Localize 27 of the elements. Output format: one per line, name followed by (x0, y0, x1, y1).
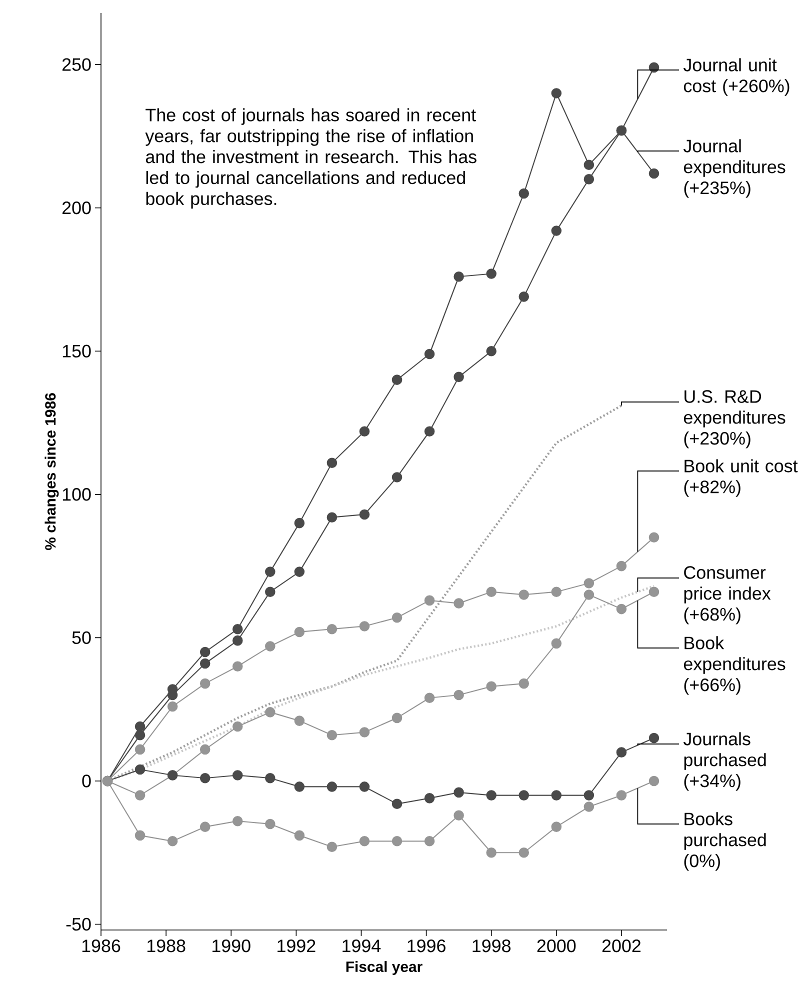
series-label: Journal expenditures (+235%) (683, 139, 786, 198)
x-tick-label: 1998 (472, 940, 511, 952)
y-tick-label: 50 (72, 631, 91, 644)
x-tick-label: 1994 (342, 940, 381, 952)
x-tick-label: 2002 (602, 940, 641, 952)
series-label: Journals purchased (+34%) (683, 732, 766, 791)
y-tick-label: 250 (62, 58, 91, 71)
series-label: Journal unit cost (+260%) (683, 58, 790, 96)
x-tick-label: 1990 (212, 940, 250, 952)
y-tick-label: 0 (82, 774, 91, 788)
y-tick-label: -50 (66, 918, 91, 931)
text: Books purchased (0%) (684, 812, 766, 871)
x-tick-label: 1988 (147, 940, 186, 952)
text: Book expenditures (+66%) (684, 636, 786, 695)
series-label: Consumer price index (+68%) (684, 566, 771, 624)
y-tick-label: 100 (62, 488, 91, 501)
y-axis-title: % changes since 1986 (44, 393, 59, 550)
y-tick-label: 150 (62, 344, 91, 358)
x-tick-label: 1996 (408, 940, 446, 952)
text: Book unit cost (+82%) (684, 459, 798, 497)
x-axis-title: Fiscal year (346, 961, 422, 975)
y-tick-label: 200 (62, 201, 91, 214)
x-tick-label: 1992 (278, 940, 316, 952)
x-tick-label: 1986 (82, 940, 120, 952)
text: U.S. R&D expenditures (+230%) (684, 390, 786, 448)
x-tick-label: 2000 (537, 940, 576, 952)
annotation: The cost of journals has soared in recent years, far outstripping the rise of inflation and the investment in research. This has led to journal cancellations and reduced book purchases. (145, 108, 476, 209)
